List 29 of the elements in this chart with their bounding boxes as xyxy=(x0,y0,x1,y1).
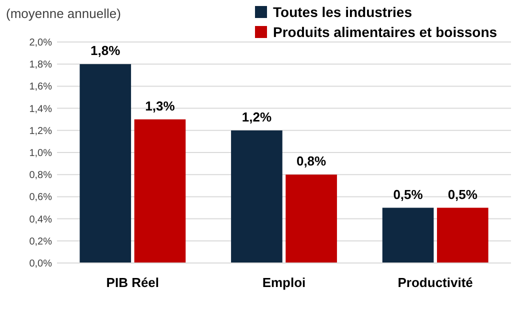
legend-label: Produits alimentaires et boissons xyxy=(273,24,498,40)
y-tick-label: 0,6% xyxy=(29,192,52,204)
data-label: 0,8% xyxy=(296,154,327,169)
y-tick-label: 1,2% xyxy=(29,126,52,137)
data-label: 1,3% xyxy=(145,98,176,114)
y-tick-label: 0,2% xyxy=(29,236,52,248)
y-tick-label: 1,6% xyxy=(29,82,52,93)
y-tick-label: 0,4% xyxy=(29,214,52,226)
data-label: 1,2% xyxy=(242,109,272,124)
data-label: 1,8% xyxy=(90,43,121,58)
y-tick-label: 0,0% xyxy=(29,258,52,270)
y-tick-label: 0,8% xyxy=(29,170,52,182)
data-label: 0,5% xyxy=(448,186,478,202)
data-label: 0,5% xyxy=(393,186,424,202)
bar xyxy=(436,208,488,263)
x-tick-label: Productivité xyxy=(398,275,473,290)
bar xyxy=(134,119,186,263)
bar xyxy=(286,174,337,263)
y-tick-label: 1,8% xyxy=(29,60,52,71)
x-tick-label: PIB Réel xyxy=(106,275,160,290)
y-tick-label: 2,0% xyxy=(29,38,52,48)
x-tick-label: Emploi xyxy=(262,275,306,290)
bar xyxy=(80,64,132,263)
y-axis-title: (moyenne annuelle) xyxy=(6,6,121,21)
legend-label: Toutes les industries xyxy=(273,4,412,20)
y-tick-label: 1,4% xyxy=(29,104,52,115)
bar xyxy=(382,208,434,263)
y-tick-label: 1,0% xyxy=(29,148,52,159)
bar xyxy=(231,130,282,263)
